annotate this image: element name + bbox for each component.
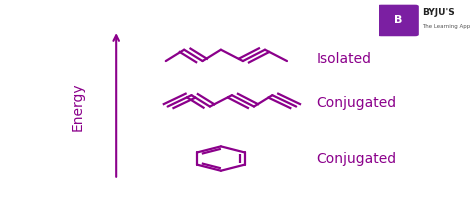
Text: B: B <box>394 15 402 26</box>
Text: Isolated: Isolated <box>316 53 372 66</box>
Text: BYJU'S: BYJU'S <box>422 8 455 17</box>
Text: The Learning App: The Learning App <box>422 24 471 29</box>
Text: Energy: Energy <box>71 82 85 131</box>
FancyBboxPatch shape <box>377 5 419 36</box>
Text: Conjugated: Conjugated <box>316 96 397 110</box>
Text: Conjugated: Conjugated <box>316 151 397 166</box>
